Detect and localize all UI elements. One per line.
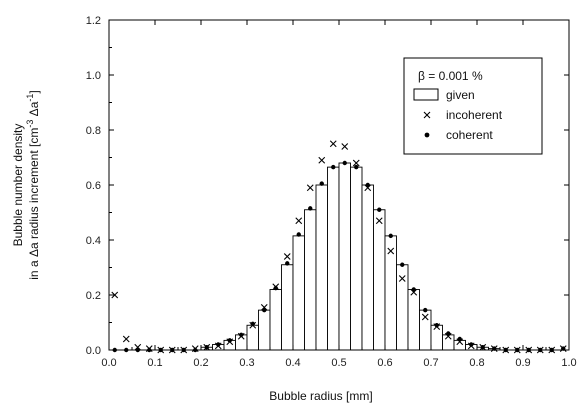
coherent-point — [204, 345, 209, 350]
coherent-point — [285, 261, 290, 266]
bar — [304, 209, 317, 351]
y-axis-title-sup2: -1 — [25, 94, 35, 102]
bar — [407, 289, 420, 351]
y-axis-title: Bubble number density in a Δa radius inc… — [11, 90, 41, 279]
incoherent-point — [295, 217, 303, 225]
bar — [350, 166, 363, 351]
bar — [258, 309, 271, 351]
y-axis: 0.0 0.2 0.4 0.6 0.8 1.0 1.2 — [86, 15, 569, 357]
y-tick-label: 1.2 — [86, 15, 101, 27]
bar — [327, 166, 340, 351]
coherent-point — [377, 207, 382, 212]
coherent-point — [354, 164, 359, 170]
coherent-point — [262, 307, 267, 313]
bar — [269, 289, 282, 351]
x-tick-label: 0.3 — [239, 357, 254, 369]
bar — [430, 324, 443, 351]
bar — [281, 264, 294, 351]
bar — [384, 235, 397, 351]
coherent-point — [457, 336, 462, 342]
bar — [315, 184, 328, 351]
coherent-point — [273, 285, 278, 291]
y-axis-title-end: ] — [27, 90, 41, 93]
coherent-point — [434, 323, 439, 328]
bar — [235, 334, 248, 351]
coherent-point — [239, 332, 244, 338]
incoherent-point — [341, 143, 349, 150]
y-tick-label: 0.2 — [86, 290, 101, 302]
legend-given-label: given — [446, 88, 475, 102]
bar-series-given — [200, 162, 501, 351]
coherent-point — [342, 160, 347, 166]
coherent-point — [227, 338, 232, 343]
x-tick-label: 0.7 — [423, 357, 438, 369]
bar — [338, 162, 351, 351]
incoherent-point — [375, 217, 383, 225]
y-tick-label: 1.0 — [86, 70, 101, 82]
incoherent-point — [387, 247, 395, 255]
x-tick-label: 1.0 — [561, 357, 576, 369]
bar — [361, 184, 374, 351]
y-axis-title-mid: Δa — [27, 101, 41, 119]
incoherent-point — [329, 140, 337, 148]
x-axis-title: Bubble radius [mm] — [269, 389, 372, 403]
legend-incoherent-marker — [423, 111, 431, 119]
coherent-point — [388, 233, 393, 239]
x-tick-label: 0.6 — [377, 357, 392, 369]
coherent-point — [365, 182, 370, 188]
bar — [442, 334, 455, 351]
legend-coherent-marker — [424, 132, 430, 138]
incoherent-point — [306, 184, 314, 192]
y-tick-label: 0.8 — [86, 125, 101, 137]
y-axis-title-line2: in a Δa radius increment [cm-3 Δa-1] — [25, 90, 41, 279]
legend: β = 0.001 % given incoherent coherent — [403, 57, 543, 155]
x-tick-label: 0.8 — [469, 357, 484, 369]
y-axis-title-line2-a: in a Δa radius increment [cm — [27, 128, 41, 280]
coherent-point — [411, 287, 416, 292]
y-tick-label: 0.0 — [86, 345, 101, 357]
x-tick-label: 0.9 — [515, 357, 530, 369]
bar — [373, 209, 386, 351]
coherent-point — [331, 164, 336, 170]
legend-box — [403, 57, 543, 155]
bar — [396, 264, 409, 351]
coherent-point — [308, 206, 313, 211]
legend-title: β = 0.001 % — [418, 69, 483, 83]
x-tick-label: 0.5 — [331, 357, 346, 369]
coherent-point — [469, 342, 474, 347]
x-tick-label: 0.4 — [285, 357, 300, 369]
coherent-point — [296, 232, 301, 237]
y-axis-title-sup1: -3 — [25, 120, 35, 128]
bar — [292, 235, 305, 351]
incoherent-point — [283, 253, 291, 260]
bar — [419, 309, 432, 351]
coherent-point — [250, 321, 255, 327]
legend-coherent-label: coherent — [446, 128, 493, 142]
coherent-point — [480, 345, 485, 350]
incoherent-point — [122, 335, 130, 343]
legend-given-swatch — [413, 88, 439, 101]
y-tick-label: 0.4 — [86, 235, 101, 247]
coherent-point — [446, 331, 451, 336]
x-tick-label: 0.1 — [147, 357, 162, 369]
x-tick-label: 0.2 — [193, 357, 208, 369]
incoherent-point — [398, 275, 406, 282]
legend-incoherent-label: incoherent — [446, 108, 503, 122]
incoherent-point — [421, 313, 429, 321]
coherent-point — [400, 262, 405, 267]
x-tick-label: 0.0 — [101, 357, 116, 369]
bar — [246, 324, 259, 351]
coherent-point — [423, 307, 428, 313]
coherent-point — [319, 181, 324, 186]
incoherent-point — [318, 156, 326, 164]
incoherent-point — [352, 159, 360, 167]
coherent-point — [216, 342, 221, 347]
y-axis-title-line1: Bubble number density — [11, 124, 25, 247]
x-axis: 0.0 0.1 0.2 0.3 0.4 0.5 0.6 0.7 0.8 0.9 1.0 — [101, 20, 577, 369]
incoherent-point — [111, 291, 119, 299]
y-tick-label: 0.6 — [86, 180, 101, 192]
